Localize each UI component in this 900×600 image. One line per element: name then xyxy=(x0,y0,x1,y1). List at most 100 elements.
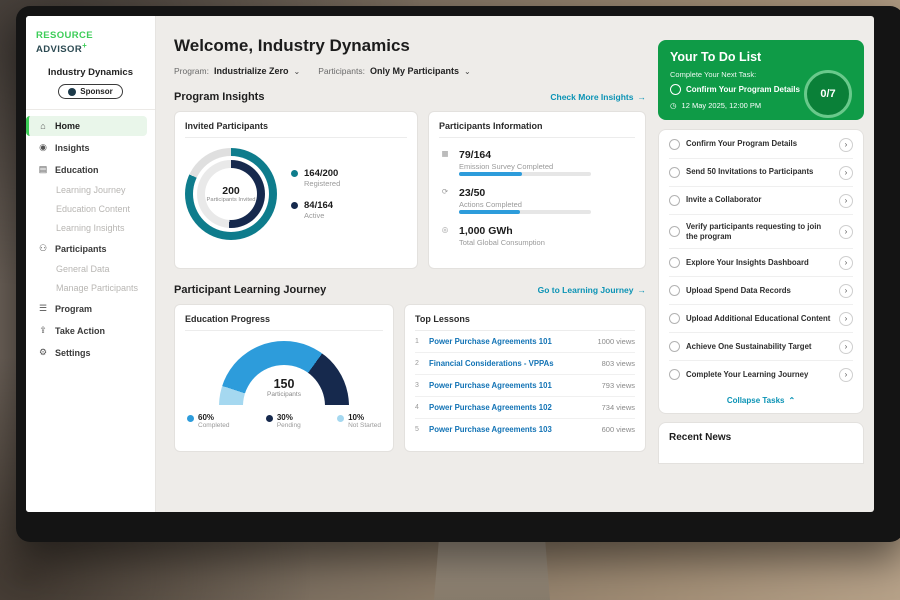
task-row-confirm-program[interactable]: Confirm Your Program Details › xyxy=(669,131,853,159)
lesson-link[interactable]: Financial Considerations - VPPAs xyxy=(429,359,554,368)
recent-news-card: Recent News xyxy=(658,422,864,465)
lesson-rank: 1 xyxy=(415,338,419,345)
sidebar-item-general-data[interactable]: General Data xyxy=(26,260,147,278)
task-row-complete-learning-journey[interactable]: Complete Your Learning Journey › xyxy=(669,361,853,388)
task-label: Achieve One Sustainability Target xyxy=(686,341,812,351)
sidebar-item-program[interactable]: ☰ Program xyxy=(26,298,147,319)
legend-value: 30% xyxy=(276,413,293,422)
task-row-achieve-target[interactable]: Achieve One Sustainability Target › xyxy=(669,333,853,362)
task-label: Send 50 Invitations to Participants xyxy=(686,167,814,177)
checkbox-circle-icon[interactable] xyxy=(669,313,680,325)
sidebar-item-settings[interactable]: ⚙ Settings xyxy=(26,342,147,363)
legend-item-pending: 30% Pending xyxy=(265,413,301,429)
task-row-upload-educational-content[interactable]: Upload Additional Educational Content › xyxy=(669,305,853,334)
sidebar-item-learning-journey[interactable]: Learning Journey xyxy=(26,181,147,199)
chevron-right-icon[interactable]: › xyxy=(839,255,853,270)
donut-legend: 164/200 Registered 84/164 Active xyxy=(291,168,340,220)
learning-journey-header: Participant Learning Journey Go to Learn… xyxy=(174,284,646,296)
task-row-invite-collaborator[interactable]: Invite a Collaborator › xyxy=(669,187,853,215)
stat-global-consumption: ◎ 1,000 GWh Total Global Consumption xyxy=(439,224,635,247)
chevron-right-icon[interactable]: › xyxy=(839,193,853,208)
lesson-views: 793 views xyxy=(601,381,635,390)
participants-filter[interactable]: Participants: Only My Participants ⌄ xyxy=(318,66,471,76)
sidebar-item-education-content[interactable]: Education Content xyxy=(26,200,147,218)
chevron-right-icon[interactable]: › xyxy=(839,137,853,152)
dashboard-screen: RESOURCE ADVISOR+ Industry Dynamics Spon… xyxy=(26,16,874,512)
clock-icon: ◷ xyxy=(670,101,677,110)
gauge-center-label: Participants xyxy=(267,391,301,398)
invited-donut-chart: 200 Participants Invited 164/200 Registe xyxy=(185,148,407,240)
lesson-row: 2 Financial Considerations - VPPAs 803 v… xyxy=(415,353,635,375)
checkbox-circle-icon[interactable] xyxy=(669,369,680,381)
checkbox-circle-icon[interactable] xyxy=(670,84,681,95)
check-more-insights-link[interactable]: Check More Insights → xyxy=(550,92,646,102)
sidebar-item-participants[interactable]: ⚇ Participants xyxy=(26,238,147,259)
sidebar-item-label: Participants xyxy=(55,243,107,254)
lesson-link[interactable]: Power Purchase Agreements 103 xyxy=(429,425,552,434)
go-to-learning-journey-link[interactable]: Go to Learning Journey → xyxy=(538,285,646,295)
sidebar-item-label: Manage Participants xyxy=(56,283,139,294)
stat-label: Total Global Consumption xyxy=(459,238,545,247)
task-label: Complete Your Learning Journey xyxy=(686,369,809,379)
lesson-link[interactable]: Power Purchase Agreements 102 xyxy=(429,403,552,412)
sidebar-item-manage-participants[interactable]: Manage Participants xyxy=(26,279,147,297)
sidebar-item-learning-insights[interactable]: Learning Insights xyxy=(26,219,147,237)
stat-value: 79/164 xyxy=(459,149,492,161)
sidebar-item-take-action[interactable]: ⇪ Take Action xyxy=(26,320,147,341)
top-lessons-card: Top Lessons 1 Power Purchase Agreements … xyxy=(404,304,646,452)
app-logo: RESOURCE ADVISOR+ xyxy=(26,28,155,57)
logo-advisor: ADVISOR xyxy=(36,44,83,56)
legend-label: Registered xyxy=(304,179,341,188)
task-row-send-invitations[interactable]: Send 50 Invitations to Participants › xyxy=(669,159,853,187)
todo-next-task-label: Confirm Your Program Details xyxy=(686,85,800,94)
program-filter[interactable]: Program: Industrialize Zero ⌄ xyxy=(174,66,300,76)
task-label: Verify participants requesting to join t… xyxy=(686,221,822,241)
collapse-tasks-link[interactable]: Collapse Tasks ⌃ xyxy=(669,388,853,412)
todo-due-label: 12 May 2025, 12:00 PM xyxy=(681,101,762,110)
sidebar-item-education[interactable]: ▤ Education xyxy=(26,159,147,180)
todo-progress-ring: 0/7 xyxy=(804,70,852,118)
lesson-views: 1000 views xyxy=(597,337,635,346)
settings-icon: ⚙ xyxy=(38,347,48,358)
legend-dot xyxy=(291,202,298,209)
chevron-down-icon: ⌄ xyxy=(293,66,301,76)
chevron-right-icon[interactable]: › xyxy=(839,367,853,382)
task-row-explore-insights[interactable]: Explore Your Insights Dashboard › xyxy=(669,249,853,278)
sidebar-item-label: General Data xyxy=(56,264,110,275)
sponsor-label: Sponsor xyxy=(80,87,113,97)
checkbox-circle-icon[interactable] xyxy=(669,195,680,206)
chevron-right-icon[interactable]: › xyxy=(839,224,853,239)
stat-emission-survey: ▦ 79/164 Emission Survey Completed xyxy=(439,148,635,176)
program-insights-header: Program Insights Check More Insights → xyxy=(174,91,646,103)
chevron-right-icon[interactable]: › xyxy=(839,165,853,180)
progress-bar xyxy=(459,210,591,214)
todo-next-task[interactable]: Confirm Your Program Details xyxy=(670,84,800,95)
todo-progress-value: 0/7 xyxy=(820,88,836,100)
stat-label: Emission Survey Completed xyxy=(459,162,554,171)
sidebar-item-insights[interactable]: ◉ Insights xyxy=(26,137,147,158)
checkbox-circle-icon[interactable] xyxy=(669,139,680,150)
sponsor-badge[interactable]: Sponsor xyxy=(58,84,123,100)
org-name: Industry Dynamics xyxy=(48,67,133,79)
task-row-upload-spend-data[interactable]: Upload Spend Data Records › xyxy=(669,277,853,306)
legend-value: 60% xyxy=(198,413,215,422)
lesson-link[interactable]: Power Purchase Agreements 101 xyxy=(429,381,552,390)
chevron-right-icon[interactable]: › xyxy=(839,311,853,326)
arrow-right-icon: → xyxy=(637,92,647,102)
checkbox-circle-icon[interactable] xyxy=(669,226,680,238)
legend-label: Active xyxy=(304,211,325,220)
legend-item-active: 84/164 Active xyxy=(291,200,340,220)
checkbox-circle-icon[interactable] xyxy=(669,167,680,178)
chevron-right-icon[interactable]: › xyxy=(839,339,853,354)
sidebar-item-home[interactable]: ⌂ Home xyxy=(26,116,147,137)
sidebar-item-label: Education Content xyxy=(56,204,131,215)
checkbox-circle-icon[interactable] xyxy=(669,257,680,269)
chevron-right-icon[interactable]: › xyxy=(839,283,853,298)
lesson-views: 734 views xyxy=(601,403,635,412)
take-action-icon: ⇪ xyxy=(39,325,47,336)
lesson-link[interactable]: Power Purchase Agreements 101 xyxy=(429,337,552,346)
checkbox-circle-icon[interactable] xyxy=(669,341,680,353)
task-row-verify-participants[interactable]: Verify participants requesting to join t… xyxy=(669,215,853,250)
checkbox-circle-icon[interactable] xyxy=(669,285,680,297)
invited-participants-card: Invited Participants 200 Participants In… xyxy=(174,111,418,269)
